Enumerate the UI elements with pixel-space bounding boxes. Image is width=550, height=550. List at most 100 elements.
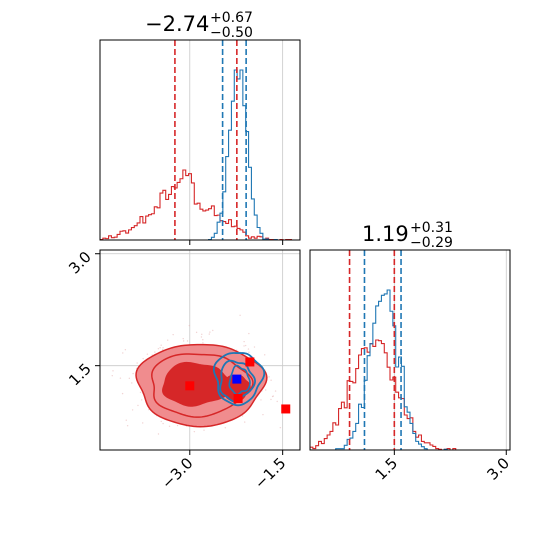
scatter-point — [162, 347, 164, 349]
scatter-point — [264, 354, 266, 356]
scatter-x-tick-label: −1.5 — [251, 454, 289, 492]
scatter-point — [244, 344, 247, 347]
histogram-param2-grid — [393, 250, 507, 450]
histogram-param1-series-blue — [100, 69, 300, 240]
scatter-point — [268, 376, 270, 378]
scatter-point — [111, 375, 113, 377]
scatter-point — [168, 425, 171, 427]
scatter-point — [279, 426, 282, 429]
title-param1-value: −2.74 — [145, 12, 209, 36]
marker-blue — [232, 374, 242, 384]
scatter-point — [160, 344, 162, 346]
scatter-point — [202, 342, 204, 344]
scatter-point — [212, 329, 214, 332]
marker-red — [185, 381, 195, 391]
histogram-param1-panel — [99, 39, 301, 245]
histogram-param2-frame — [309, 249, 511, 451]
scatter-point — [154, 351, 156, 353]
histogram-param2-series-blue — [310, 289, 510, 450]
scatter-point — [162, 348, 164, 351]
scatter-point — [124, 349, 127, 351]
title-param1-plus: +0.67 — [210, 10, 253, 26]
marker-red — [245, 357, 255, 367]
scatter-point — [274, 390, 277, 392]
scatter-point — [200, 336, 203, 338]
scatter-point — [146, 353, 149, 355]
scatter-point — [320, 382, 321, 383]
histogram-param2-panel: 1.5 3.0 — [309, 249, 513, 484]
scatter-point — [125, 419, 127, 421]
scatter-point — [126, 425, 129, 427]
scatter-point — [243, 340, 245, 343]
histogram-param1-ticks — [189, 240, 284, 245]
scatter-point — [202, 339, 204, 341]
histogram-param2-series-red — [310, 339, 510, 450]
scatter-point — [97, 368, 98, 369]
histogram-param1-grid — [189, 40, 284, 240]
scatter-point — [95, 359, 96, 360]
scatter-point — [186, 340, 189, 342]
scatter-point — [320, 377, 321, 378]
scatter-point — [260, 399, 262, 401]
title-param2-minus: −0.29 — [410, 235, 453, 251]
histogram-param1-content — [100, 40, 300, 240]
scatter-y-tick-label: 1.5 — [65, 360, 95, 390]
scatter-point — [270, 398, 272, 401]
contour-blue-middle — [219, 359, 256, 403]
title-param1-minus: −0.50 — [210, 25, 253, 41]
histogram-param2-x-tick-label: 1.5 — [372, 454, 402, 484]
scatter-point — [182, 337, 184, 340]
scatter-point — [176, 424, 179, 427]
scatter-point — [141, 422, 144, 424]
histogram-param1-series-red — [100, 169, 300, 240]
scatter-point — [132, 372, 134, 375]
scatter-point — [157, 433, 160, 435]
scatter-point — [248, 332, 250, 335]
scatter-point — [253, 346, 256, 348]
scatter-point — [193, 430, 196, 433]
scatter-point — [128, 377, 131, 380]
scatter-point — [208, 333, 210, 335]
scatter-point — [142, 357, 144, 360]
scatter-point — [94, 378, 95, 379]
histogram-param2-x-tick-label: 3.0 — [483, 454, 513, 484]
scatter-point — [131, 409, 134, 411]
histogram-param2-ticks: 1.5 3.0 — [372, 450, 513, 484]
scatter-y-tick-label: 3.0 — [65, 248, 95, 278]
scatter-point — [243, 345, 245, 347]
scatter-frame — [99, 249, 301, 451]
scatter-point — [121, 392, 124, 395]
scatter-point — [203, 429, 205, 431]
scatter-point — [270, 379, 272, 381]
scatter-point — [265, 389, 267, 391]
scatter-point — [248, 351, 250, 353]
scatter-point — [140, 399, 143, 401]
title-param2: 1.19 +0.31 −0.29 — [362, 220, 453, 251]
scatter-point — [239, 314, 241, 317]
contour-blue-outer — [212, 352, 266, 407]
scatter-point — [137, 404, 139, 407]
title-param2-plus: +0.31 — [410, 220, 453, 236]
histogram-param2-content — [310, 250, 510, 450]
marker-red — [281, 404, 291, 414]
contour-blue-inner — [228, 364, 251, 396]
scatter-point — [224, 427, 227, 429]
scatter-point — [271, 395, 274, 398]
scatter-x-tick-label: −3.0 — [158, 454, 196, 492]
scatter-point — [131, 382, 133, 384]
scatter-point — [244, 421, 246, 423]
scatter-point — [276, 400, 278, 403]
scatter-point — [122, 352, 124, 354]
scatter-point — [139, 391, 142, 394]
scatter-point — [119, 377, 122, 379]
scatter-point — [159, 347, 161, 349]
scatter-point — [209, 331, 211, 333]
scatter-point — [195, 331, 198, 334]
scatter-point — [112, 370, 114, 372]
scatter-point — [157, 348, 160, 350]
scatter-point — [262, 413, 264, 416]
scatter-point — [172, 333, 174, 336]
marker-red — [233, 394, 243, 404]
scatter-point — [241, 415, 244, 417]
